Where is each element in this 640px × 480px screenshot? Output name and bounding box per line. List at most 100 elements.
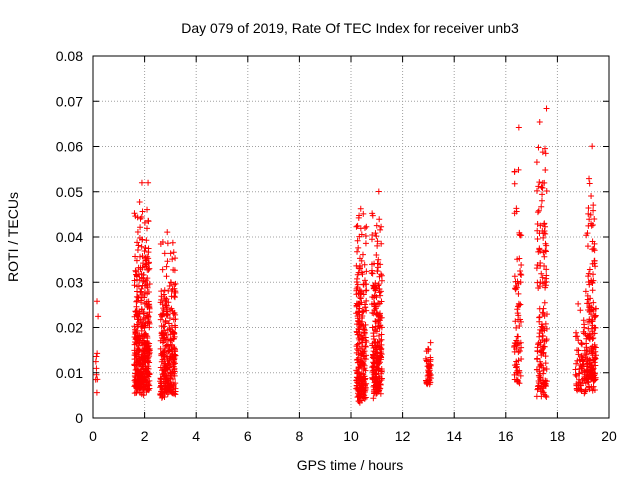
- data-point: [370, 310, 377, 317]
- data-point: [160, 370, 167, 377]
- data-point: [423, 380, 430, 387]
- data-point: [168, 322, 175, 329]
- data-point: [145, 357, 152, 364]
- data-point: [163, 263, 170, 270]
- data-point: [134, 228, 141, 235]
- data-point: [144, 379, 151, 386]
- data-point: [572, 366, 579, 373]
- data-point: [160, 360, 167, 367]
- data-point: [542, 320, 549, 327]
- data-point: [170, 249, 177, 256]
- data-point: [363, 338, 370, 345]
- data-point: [513, 369, 520, 376]
- data-point: [355, 290, 362, 297]
- data-point: [353, 279, 360, 285]
- data-point: [542, 167, 549, 174]
- data-point: [172, 346, 179, 353]
- data-point: [513, 205, 520, 212]
- data-point: [353, 356, 360, 363]
- data-point: [583, 344, 590, 351]
- data-point: [542, 230, 549, 237]
- data-point: [371, 292, 378, 299]
- data-point: [355, 325, 362, 332]
- data-point: [514, 377, 521, 384]
- data-point: [536, 118, 543, 125]
- data-point: [167, 279, 174, 286]
- data-point: [171, 345, 178, 352]
- data-point: [137, 360, 144, 367]
- data-point: [541, 327, 548, 334]
- data-point: [534, 344, 541, 351]
- data-point: [144, 281, 151, 288]
- data-point: [540, 230, 547, 237]
- data-point: [163, 310, 170, 317]
- data-point: [146, 265, 153, 272]
- data-point: [135, 242, 142, 249]
- data-point: [168, 305, 175, 312]
- data-point: [133, 359, 140, 366]
- data-point: [162, 302, 169, 309]
- data-point: [517, 372, 524, 379]
- data-point: [538, 197, 545, 204]
- data-point: [426, 367, 433, 374]
- data-point: [538, 393, 545, 400]
- data-point: [587, 295, 594, 302]
- data-point: [170, 363, 177, 370]
- data-point: [360, 210, 367, 217]
- data-point: [373, 251, 380, 258]
- data-point: [575, 300, 582, 307]
- data-point: [143, 340, 150, 347]
- data-point: [138, 306, 145, 313]
- data-point: [161, 355, 168, 362]
- data-point: [354, 370, 361, 377]
- data-point: [134, 323, 141, 330]
- data-point: [135, 332, 142, 339]
- data-point: [167, 336, 174, 343]
- data-point: [158, 288, 165, 295]
- data-point: [143, 346, 150, 353]
- data-point: [586, 216, 593, 223]
- y-tick-label: 0.04: [56, 229, 83, 245]
- data-point: [143, 237, 150, 244]
- data-point: [159, 393, 166, 400]
- data-point: [164, 229, 171, 236]
- data-point: [577, 307, 584, 314]
- data-point: [538, 203, 545, 210]
- data-point: [377, 385, 384, 392]
- data-point: [171, 366, 178, 373]
- data-point: [581, 388, 588, 395]
- data-point: [589, 306, 596, 313]
- data-point: [145, 340, 152, 347]
- data-point: [361, 395, 368, 402]
- data-point: [578, 386, 585, 393]
- data-point: [165, 372, 172, 379]
- data-point: [588, 193, 595, 200]
- data-point: [172, 255, 179, 262]
- data-point: [581, 330, 588, 337]
- data-point: [377, 322, 384, 329]
- data-point: [589, 335, 596, 342]
- data-point: [145, 318, 152, 325]
- data-point: [172, 352, 179, 359]
- data-point: [378, 368, 385, 375]
- data-point: [374, 311, 381, 318]
- data-point: [518, 262, 525, 269]
- data-point: [376, 286, 383, 293]
- data-point: [542, 360, 549, 367]
- data-point: [137, 264, 144, 271]
- data-point: [169, 239, 176, 246]
- data-point: [140, 378, 147, 385]
- chart-title: Day 079 of 2019, Rate Of TEC Index for r…: [181, 20, 519, 36]
- data-point: [535, 207, 542, 214]
- data-point: [542, 378, 549, 385]
- data-point: [511, 342, 518, 349]
- data-point: [373, 328, 380, 335]
- data-point: [145, 298, 152, 305]
- data-point: [369, 210, 376, 217]
- data-point: [360, 308, 367, 315]
- data-point: [356, 287, 363, 294]
- data-point: [373, 233, 380, 240]
- data-point: [591, 377, 598, 384]
- data-point: [372, 305, 379, 312]
- data-point: [517, 301, 524, 308]
